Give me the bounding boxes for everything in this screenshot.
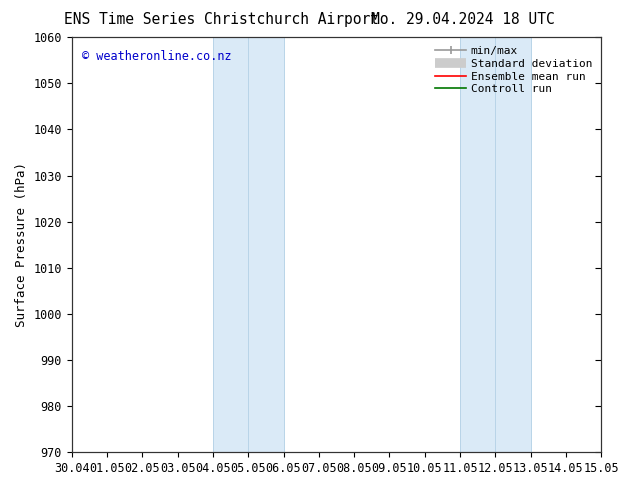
Text: Mo. 29.04.2024 18 UTC: Mo. 29.04.2024 18 UTC [371, 12, 555, 27]
Text: ENS Time Series Christchurch Airport: ENS Time Series Christchurch Airport [65, 12, 379, 27]
Text: © weatheronline.co.nz: © weatheronline.co.nz [82, 49, 232, 63]
Bar [460, 37, 531, 452]
Bar [213, 37, 283, 452]
Y-axis label: Surface Pressure (hPa): Surface Pressure (hPa) [15, 162, 28, 327]
Legend: min/max, Standard deviation, Ensemble mean run, Controll run: min/max, Standard deviation, Ensemble me… [432, 43, 595, 98]
